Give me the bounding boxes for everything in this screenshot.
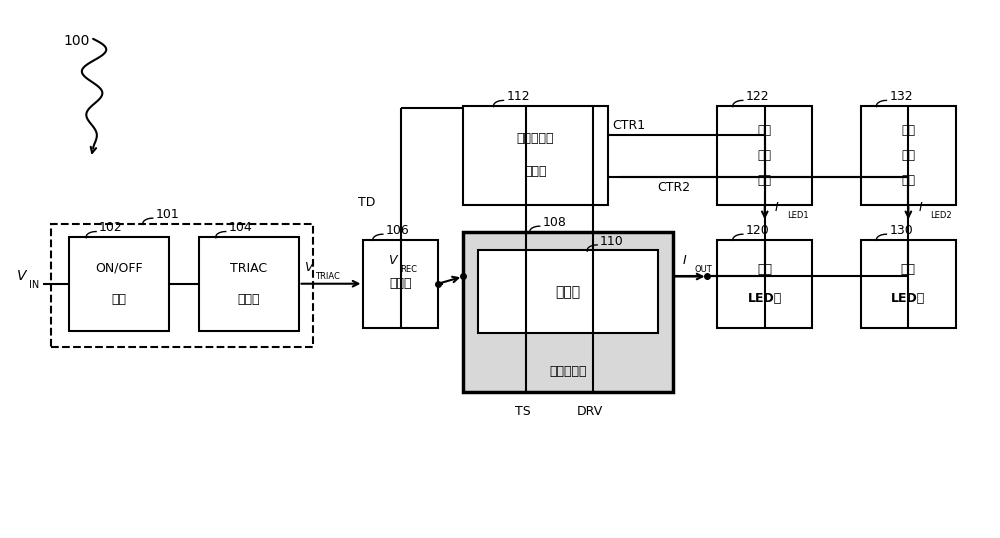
Text: 开关: 开关: [112, 293, 127, 306]
Text: 101: 101: [156, 208, 180, 221]
Text: 第二: 第二: [901, 263, 916, 275]
Text: 控制: 控制: [758, 149, 772, 162]
Text: 整流器: 整流器: [390, 277, 412, 290]
Text: TS: TS: [515, 406, 531, 419]
Text: 第一: 第一: [757, 263, 772, 275]
Text: 130: 130: [889, 224, 913, 237]
Text: V: V: [304, 261, 312, 274]
Text: REC: REC: [400, 265, 417, 273]
Text: 开关: 开关: [758, 174, 772, 187]
Bar: [861, 106, 956, 205]
Text: I: I: [918, 201, 922, 214]
Text: 调光器: 调光器: [237, 293, 260, 306]
Text: 控制: 控制: [901, 149, 915, 162]
Text: 电力转换器: 电力转换器: [549, 365, 587, 378]
Bar: [51, 223, 313, 346]
Text: 102: 102: [99, 221, 123, 234]
Text: TRIAC: TRIAC: [230, 261, 267, 274]
Text: 控制器: 控制器: [524, 165, 547, 178]
Text: 第一: 第一: [758, 124, 772, 137]
Text: 亮度和色温: 亮度和色温: [517, 132, 554, 145]
Text: TRIAC: TRIAC: [316, 272, 340, 281]
Text: LED链: LED链: [891, 292, 925, 305]
Text: 开关: 开关: [901, 174, 915, 187]
Text: I: I: [682, 254, 686, 267]
Text: CTR2: CTR2: [658, 181, 691, 194]
Text: 变压器: 变压器: [555, 285, 580, 299]
Text: OUT: OUT: [694, 265, 712, 274]
Text: 104: 104: [229, 221, 253, 234]
Text: 第二: 第二: [901, 124, 915, 137]
Text: LED1: LED1: [787, 211, 808, 220]
Text: V: V: [388, 254, 397, 267]
Bar: [69, 237, 169, 330]
Text: 122: 122: [746, 90, 769, 103]
Text: TD: TD: [358, 196, 376, 209]
Bar: [363, 239, 438, 328]
Text: 100: 100: [63, 33, 90, 47]
Text: IN: IN: [29, 280, 39, 290]
Bar: [861, 239, 956, 328]
Text: CTR1: CTR1: [613, 119, 646, 132]
Bar: [478, 250, 658, 333]
Text: I: I: [775, 201, 778, 214]
Text: ON/OFF: ON/OFF: [95, 261, 143, 274]
Text: 120: 120: [746, 224, 770, 237]
Bar: [199, 237, 299, 330]
Text: 132: 132: [889, 90, 913, 103]
Text: V: V: [17, 268, 26, 282]
Text: DRV: DRV: [577, 406, 603, 419]
Text: LED2: LED2: [930, 211, 952, 220]
Bar: [463, 106, 608, 205]
Text: 110: 110: [600, 235, 624, 247]
Bar: [717, 106, 812, 205]
Bar: [717, 239, 812, 328]
Text: 108: 108: [543, 216, 567, 229]
Text: LED链: LED链: [748, 292, 782, 305]
Bar: [463, 231, 673, 392]
Text: 106: 106: [386, 224, 410, 237]
Text: 112: 112: [506, 90, 530, 103]
